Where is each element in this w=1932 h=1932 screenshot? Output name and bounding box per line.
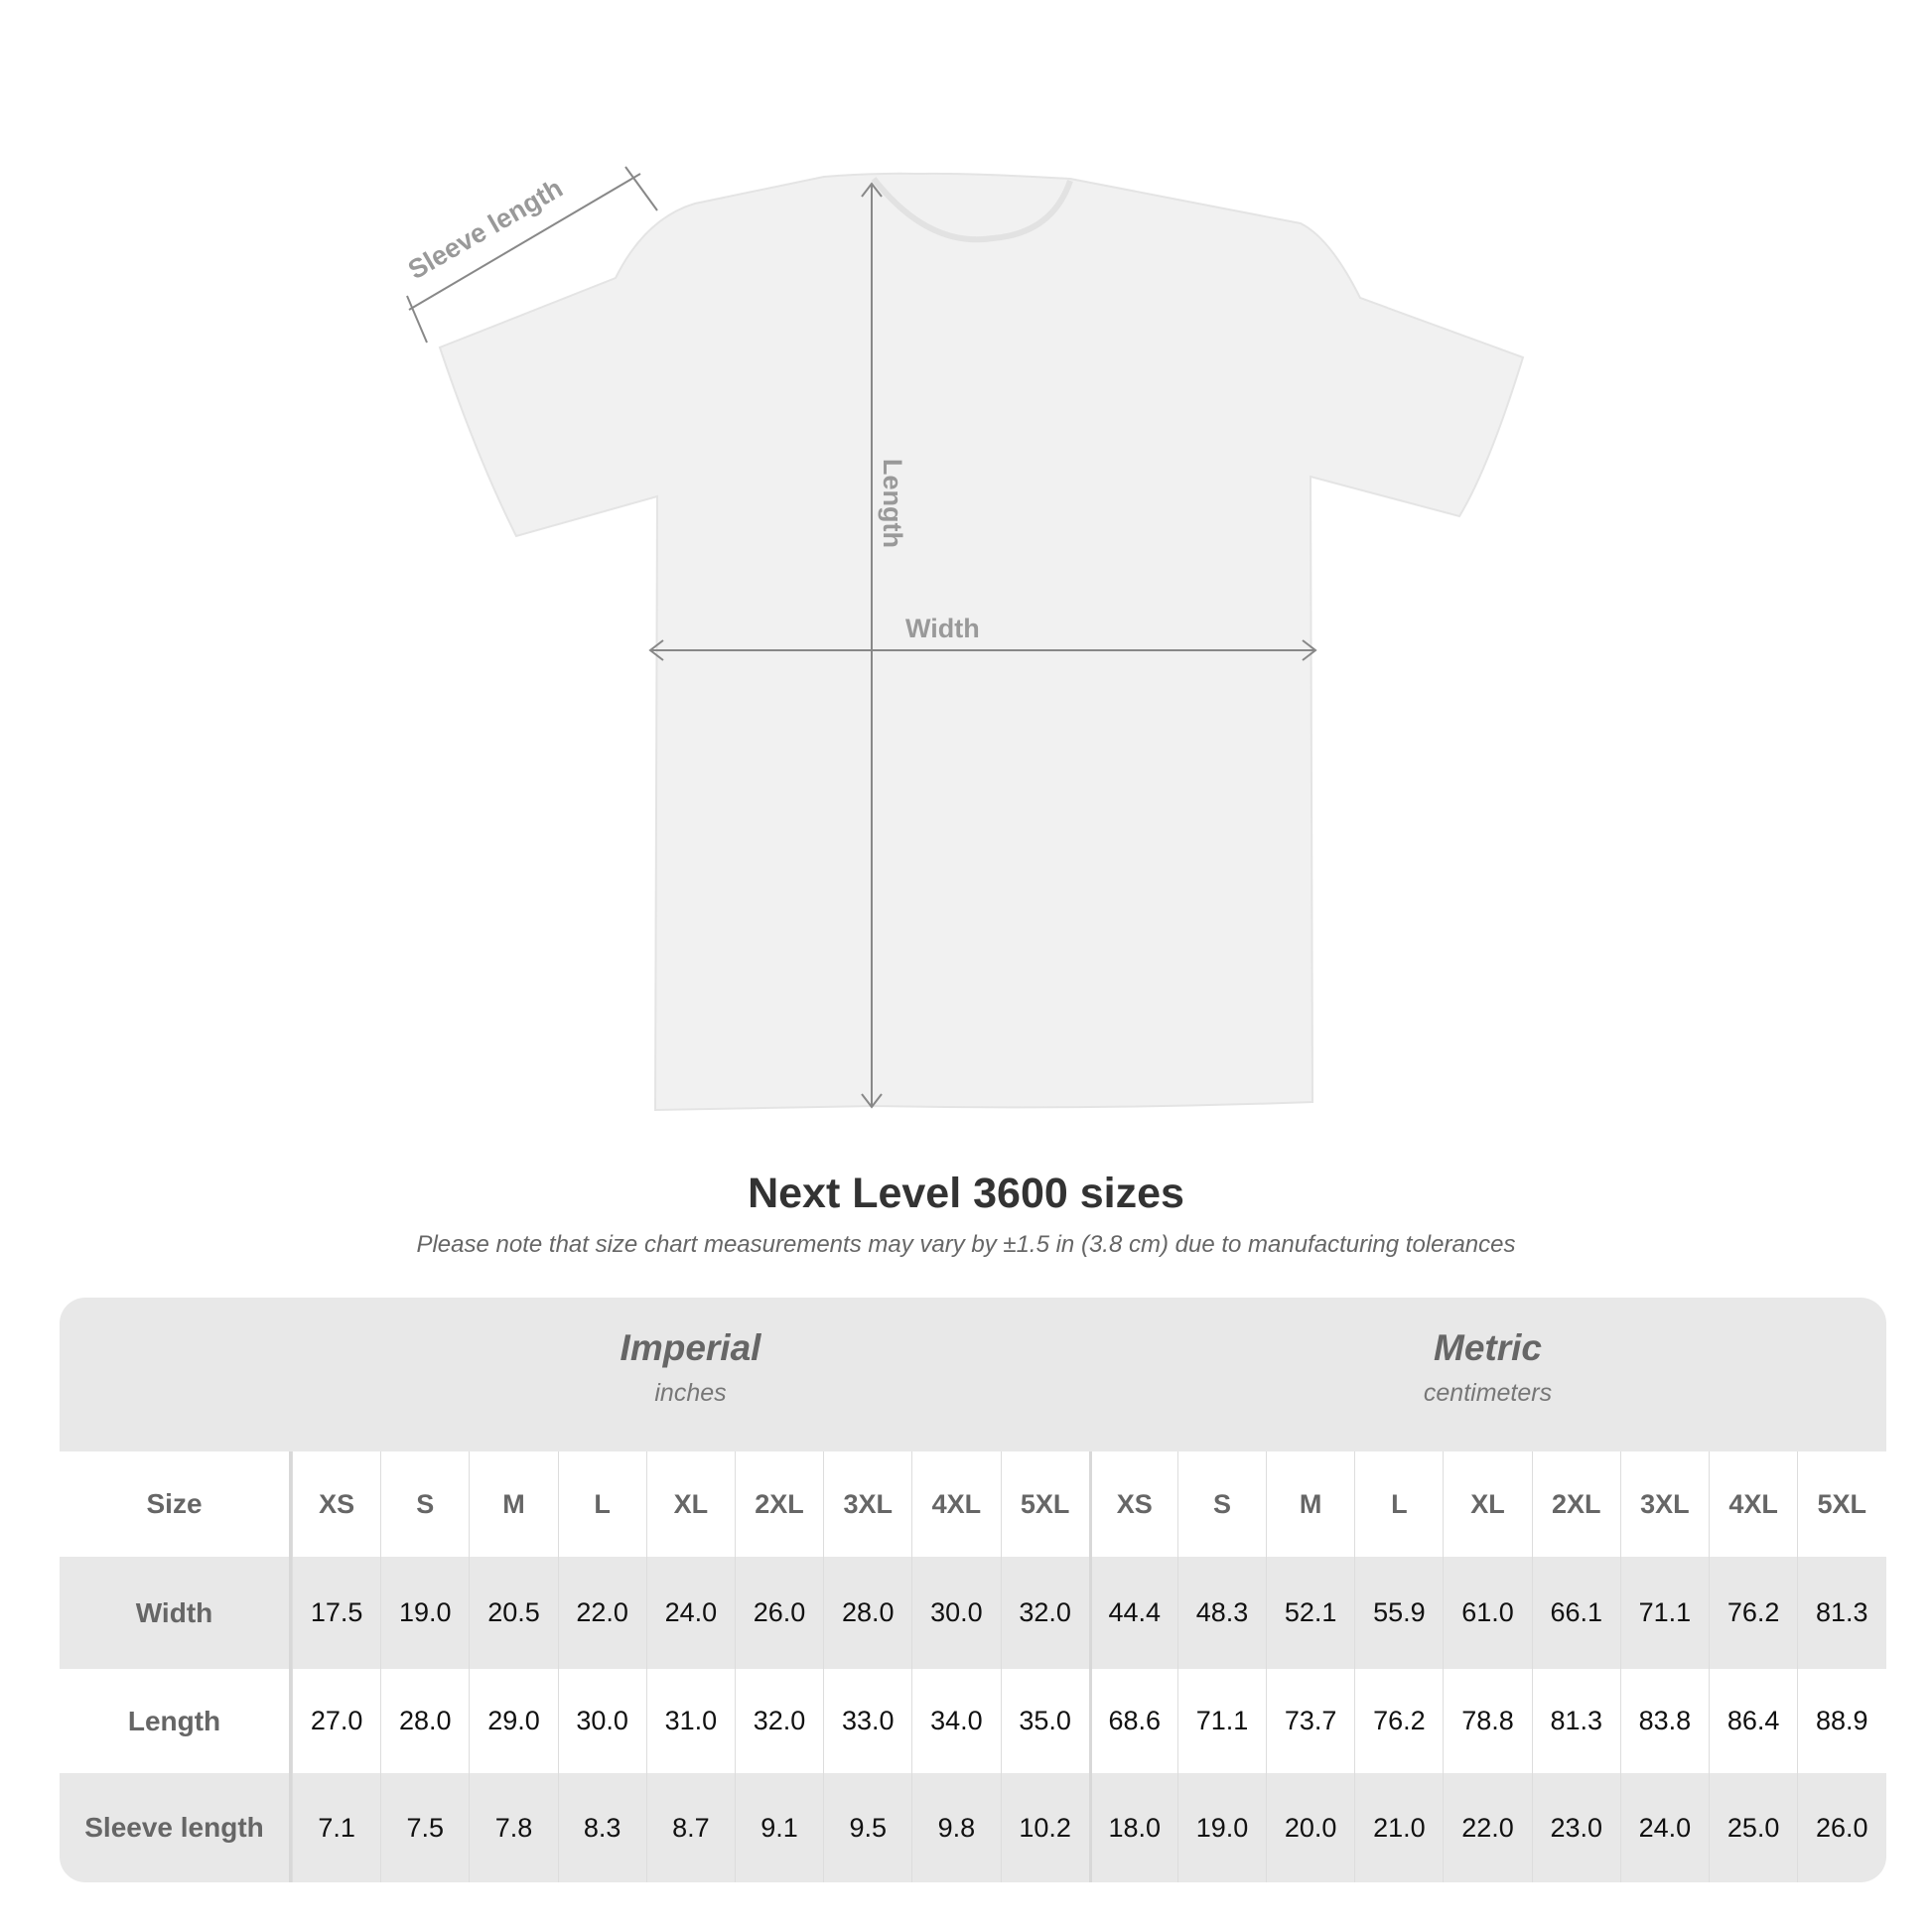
sleeve-arrow	[408, 173, 641, 311]
imperial-value-cell: 29.0	[469, 1669, 557, 1773]
metric-value-cell: 81.3	[1797, 1557, 1885, 1669]
imperial-value-cell: 30.0	[911, 1557, 1000, 1669]
metric-value-cell: 24.0	[1619, 1773, 1709, 1882]
length-label: Length	[878, 459, 907, 548]
imperial-value-cell: 7.8	[469, 1773, 557, 1882]
imperial-value-cell: 9.1	[734, 1773, 823, 1882]
tshirt-diagram: Sleeve length Length Width	[403, 166, 1525, 1112]
metric-value-cell: 81.3	[1531, 1669, 1620, 1773]
imperial-value-cell: 28.0	[823, 1557, 911, 1669]
metric-title: Metric	[1434, 1327, 1542, 1368]
metric-value-cell: 26.0	[1797, 1773, 1885, 1882]
imperial-value-cell: 19.0	[380, 1557, 469, 1669]
metric-header: Metric centimeters	[1089, 1298, 1886, 1451]
width-label: Width	[905, 614, 980, 643]
row-label: Length	[60, 1669, 292, 1773]
imperial-value-cell: 33.0	[823, 1669, 911, 1773]
imperial-size-header: M	[469, 1451, 557, 1557]
row-label: Width	[60, 1557, 292, 1669]
metric-value-cell: 66.1	[1531, 1557, 1620, 1669]
row-label: Sleeve length	[60, 1773, 292, 1882]
metric-size-header: 2XL	[1531, 1451, 1620, 1557]
metric-size-header: XS	[1088, 1451, 1177, 1557]
metric-value-cell: 61.0	[1443, 1557, 1531, 1669]
imperial-size-header: 4XL	[911, 1451, 1000, 1557]
imperial-value-cell: 7.1	[292, 1773, 380, 1882]
imperial-value-cell: 30.0	[557, 1669, 646, 1773]
imperial-value-cell: 10.2	[1000, 1773, 1089, 1882]
metric-size-header: XL	[1443, 1451, 1531, 1557]
imperial-value-cell: 31.0	[645, 1669, 735, 1773]
imperial-value-cell: 9.5	[823, 1773, 911, 1882]
imperial-value-cell: 34.0	[911, 1669, 1000, 1773]
imperial-header: Imperial inches	[292, 1298, 1089, 1451]
collar	[871, 177, 1073, 243]
metric-value-cell: 68.6	[1088, 1669, 1177, 1773]
metric-value-cell: 71.1	[1619, 1557, 1709, 1669]
metric-value-cell: 73.7	[1266, 1669, 1354, 1773]
metric-value-cell: 18.0	[1088, 1773, 1177, 1882]
imperial-size-header: S	[380, 1451, 469, 1557]
metric-value-cell: 83.8	[1619, 1669, 1709, 1773]
tshirt-shape	[438, 172, 1525, 1112]
imperial-size-header: 3XL	[823, 1451, 911, 1557]
metric-value-cell: 55.9	[1354, 1557, 1443, 1669]
size-row: Size XS S M L XL 2XL 3XL 4XL 5XL XS S M L XL 2XL 3XL 4XL 5…	[60, 1451, 1886, 1557]
imperial-value-cell: 8.7	[645, 1773, 735, 1882]
metric-value-cell: 76.2	[1354, 1669, 1443, 1773]
imperial-size-header: 5XL	[1000, 1451, 1089, 1557]
metric-unit: centimeters	[1423, 1379, 1553, 1407]
imperial-title: Imperial	[620, 1327, 761, 1368]
metric-value-cell: 48.3	[1176, 1557, 1266, 1669]
metric-value-cell: 52.1	[1266, 1557, 1354, 1669]
imperial-value-cell: 24.0	[645, 1557, 735, 1669]
metric-value-cell: 78.8	[1443, 1669, 1531, 1773]
imperial-value-cell: 32.0	[734, 1669, 823, 1773]
metric-size-header: 4XL	[1709, 1451, 1797, 1557]
imperial-value-cell: 26.0	[734, 1557, 823, 1669]
metric-value-cell: 23.0	[1531, 1773, 1620, 1882]
metric-value-cell: 20.0	[1266, 1773, 1354, 1882]
metric-value-cell: 44.4	[1088, 1557, 1177, 1669]
metric-value-cell: 19.0	[1176, 1773, 1266, 1882]
metric-value-cell: 22.0	[1443, 1773, 1531, 1882]
metric-value-cell: 86.4	[1709, 1669, 1797, 1773]
metric-value-cell: 21.0	[1354, 1773, 1443, 1882]
imperial-value-cell: 27.0	[292, 1669, 380, 1773]
imperial-size-header: 2XL	[734, 1451, 823, 1557]
metric-size-header: S	[1176, 1451, 1266, 1557]
imperial-size-header: L	[557, 1451, 646, 1557]
imperial-value-cell: 9.8	[911, 1773, 1000, 1882]
metric-size-header: L	[1354, 1451, 1443, 1557]
table-row-length: Length 27.0 28.0 29.0 30.0 31.0 32.0 33.0 34.0 35…	[60, 1669, 1886, 1773]
metric-value-cell: 71.1	[1176, 1669, 1266, 1773]
imperial-value-cell: 20.5	[469, 1557, 557, 1669]
imperial-value-cell: 35.0	[1000, 1669, 1089, 1773]
imperial-value-cell: 7.5	[380, 1773, 469, 1882]
imperial-value-cell: 28.0	[380, 1669, 469, 1773]
size-header-label: Size	[60, 1451, 292, 1557]
size-table: Imperial inches Metric centimeters Size X…	[60, 1298, 1886, 1882]
imperial-value-cell: 32.0	[1000, 1557, 1089, 1669]
imperial-size-header: XL	[645, 1451, 735, 1557]
metric-size-header: 3XL	[1619, 1451, 1709, 1557]
metric-value-cell: 76.2	[1709, 1557, 1797, 1669]
metric-size-header: 5XL	[1797, 1451, 1885, 1557]
imperial-unit: inches	[654, 1379, 727, 1407]
metric-value-cell: 25.0	[1709, 1773, 1797, 1882]
imperial-size-header: XS	[292, 1451, 380, 1557]
table-row-sleeve-length: Sleeve length 7.1 7.5 7.8 8.3 8.7 9.1 9.5 9.8 10.…	[60, 1773, 1886, 1882]
metric-value-cell: 88.9	[1797, 1669, 1885, 1773]
sleeve-length-label: Sleeve length	[403, 173, 568, 285]
imperial-value-cell: 22.0	[557, 1557, 646, 1669]
metric-size-header: M	[1266, 1451, 1354, 1557]
imperial-value-cell: 17.5	[292, 1557, 380, 1669]
tolerance-note: Please note that size chart measurements…	[416, 1231, 1516, 1258]
imperial-value-cell: 8.3	[557, 1773, 646, 1882]
table-row-width: Width 17.5 19.0 20.5 22.0 24.0 26.0 28.0 30.0 32.…	[60, 1557, 1886, 1669]
page-title: Next Level 3600 sizes	[748, 1170, 1184, 1217]
